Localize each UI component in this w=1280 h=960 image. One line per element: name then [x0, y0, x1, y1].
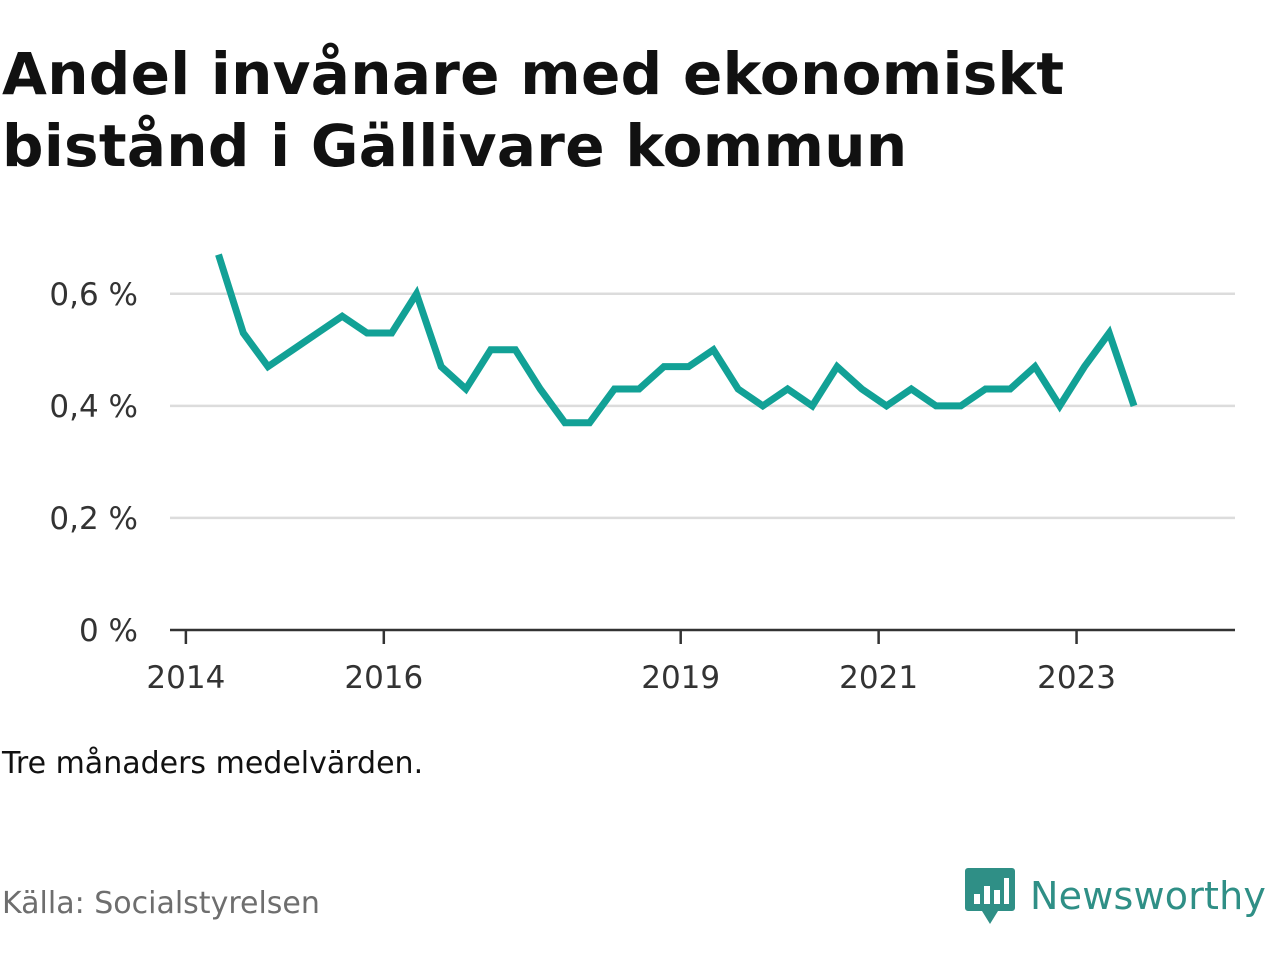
y-tick-label: 0,4 % — [49, 389, 138, 425]
x-axis: 2014 2016 2019 2021 2023 — [146, 628, 1235, 696]
x-tick-label: 2016 — [344, 660, 423, 696]
y-tick-label: 0,2 % — [49, 501, 138, 537]
brand-name: Newsworthy — [1030, 874, 1267, 918]
y-tick-label: 0,6 % — [49, 277, 138, 313]
x-tick-label: 2023 — [1037, 660, 1116, 696]
chart-title: Andel invånare med ekonomiskt bistånd i … — [2, 40, 1065, 180]
series-line — [215, 253, 1138, 427]
x-tick-label: 2021 — [839, 660, 918, 696]
source-text: Källa: Socialstyrelsen — [2, 886, 320, 921]
y-tick-label: 0 % — [79, 613, 138, 649]
y-axis-labels: 0 % 0,2 % 0,4 % 0,6 % — [49, 277, 138, 649]
x-tick-label: 2019 — [641, 660, 720, 696]
series-layer — [215, 253, 1138, 427]
brand-logo: Newsworthy — [964, 864, 1266, 928]
line-chart: 2014 2016 2019 2021 2023 0 % 0,2 % 0,4 % 0,6 % — [49, 253, 1235, 696]
chart-note: Tre månaders medelvärden. — [2, 746, 424, 781]
bar-chart-speech-bubble-icon — [965, 868, 1015, 924]
x-tick-label: 2014 — [146, 660, 225, 696]
